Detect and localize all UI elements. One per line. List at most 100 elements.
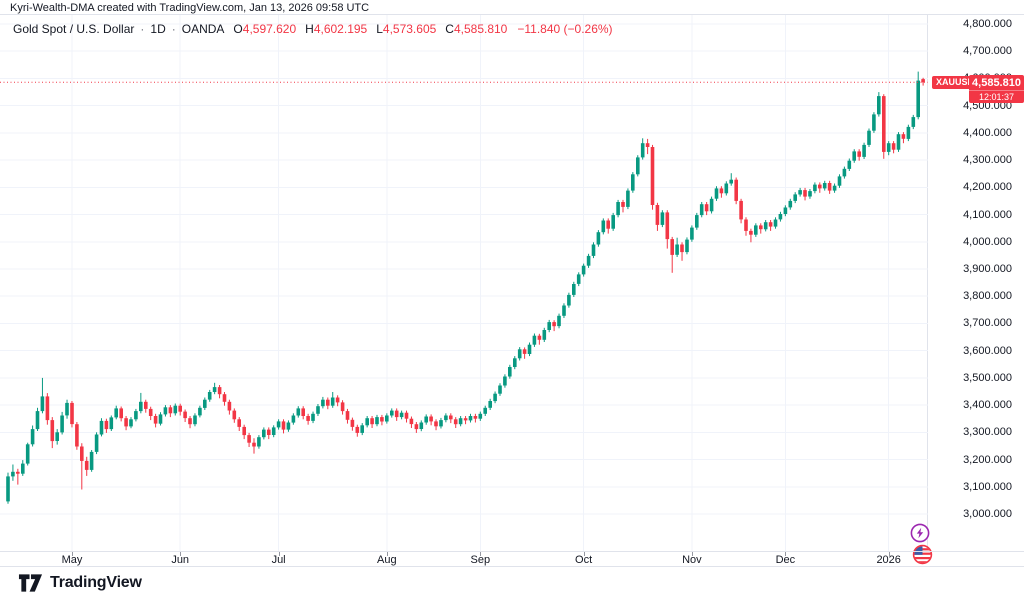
candle-body bbox=[124, 418, 128, 427]
time-tick-label: Dec bbox=[775, 554, 796, 566]
candle-body bbox=[739, 200, 743, 220]
candle-body bbox=[139, 401, 143, 412]
time-tick-label: Jun bbox=[171, 554, 190, 566]
candle-body bbox=[439, 420, 443, 427]
candle-body bbox=[508, 367, 512, 377]
price-tick-label: 3,900.000 bbox=[963, 263, 1012, 275]
change-value: −11.840 (−0.26%) bbox=[517, 22, 613, 36]
lightning-icon bbox=[910, 523, 930, 543]
candle-body bbox=[21, 463, 25, 474]
candle-body bbox=[798, 190, 802, 195]
candle-body bbox=[222, 394, 227, 402]
candle-body bbox=[690, 227, 694, 240]
candle-body bbox=[434, 421, 438, 427]
candle-body bbox=[173, 405, 178, 414]
candle-body bbox=[808, 191, 812, 197]
tradingview-logo-icon bbox=[18, 574, 43, 592]
candle-body bbox=[626, 190, 630, 207]
candle-body bbox=[330, 397, 335, 406]
candle-body bbox=[242, 426, 246, 436]
candle-body bbox=[498, 385, 502, 394]
candle-body bbox=[463, 418, 468, 421]
time-tick-label: Jul bbox=[271, 554, 286, 566]
symbol-title[interactable]: Gold Spot / U.S. Dollar bbox=[13, 22, 135, 36]
candle-body bbox=[773, 219, 778, 227]
candle-body bbox=[55, 432, 59, 441]
candle-body bbox=[65, 402, 69, 416]
candle-body bbox=[316, 406, 320, 414]
candle-body bbox=[921, 79, 925, 83]
candle-body bbox=[390, 410, 394, 416]
exchange-label[interactable]: OANDA bbox=[181, 22, 225, 36]
time-tick-mark bbox=[480, 552, 482, 556]
candle-body bbox=[267, 429, 271, 435]
candle-body bbox=[429, 416, 433, 422]
candle-body bbox=[513, 358, 517, 367]
candle-body bbox=[409, 418, 414, 425]
candle-body bbox=[296, 408, 301, 416]
attribution: Kyri-Wealth-DMA created with TradingView… bbox=[10, 2, 370, 14]
candle-body bbox=[675, 244, 679, 255]
candles[interactable] bbox=[6, 71, 925, 504]
candle-body bbox=[872, 114, 876, 131]
candle-body bbox=[778, 214, 783, 220]
candle-body bbox=[252, 442, 256, 447]
candle-body bbox=[882, 96, 886, 152]
candle-body bbox=[335, 397, 340, 403]
candle-body bbox=[650, 147, 655, 205]
candle-body bbox=[227, 401, 232, 411]
candle-body bbox=[695, 215, 699, 228]
candle-body bbox=[35, 411, 40, 430]
time-tick-mark bbox=[583, 552, 585, 556]
price-tick-label: 4,700.000 bbox=[963, 45, 1012, 58]
plot-area: Gold Spot / U.S. Dollar · 1D · OANDA O4,… bbox=[0, 14, 1024, 567]
candle-body bbox=[488, 401, 492, 408]
legend-separator: · bbox=[171, 22, 176, 36]
candle-body bbox=[837, 176, 842, 186]
candle-body bbox=[60, 415, 64, 433]
candle-body bbox=[345, 411, 350, 420]
candle-body bbox=[621, 202, 625, 207]
candle-body bbox=[16, 471, 20, 474]
candle-body bbox=[449, 415, 453, 420]
candle-body bbox=[75, 424, 79, 447]
time-tick-mark bbox=[278, 552, 280, 556]
time-axis[interactable]: May Jun Jul Aug Sep Oct Nov Dec 2026 bbox=[0, 551, 1024, 567]
interval-label[interactable]: 1D bbox=[150, 22, 166, 36]
candle-body bbox=[134, 411, 138, 420]
candle-body bbox=[724, 183, 729, 194]
tradingview-logo[interactable]: TradingView bbox=[18, 572, 142, 594]
symbol-price-tag: XAUUSD bbox=[932, 75, 979, 89]
chart-pane[interactable]: Gold Spot / U.S. Dollar · 1D · OANDA O4,… bbox=[0, 15, 933, 565]
candle-body bbox=[350, 419, 355, 427]
candle-body bbox=[759, 225, 763, 230]
candle-body bbox=[581, 265, 586, 275]
candle-body bbox=[104, 420, 109, 430]
candle-body bbox=[754, 225, 758, 235]
price-tick-label: 3,600.000 bbox=[963, 344, 1012, 357]
candle-body bbox=[281, 421, 286, 430]
candle-body bbox=[636, 157, 640, 175]
candle-body bbox=[198, 407, 202, 416]
candle-body bbox=[916, 80, 920, 118]
candle-body bbox=[193, 415, 197, 425]
candle-body bbox=[680, 244, 684, 253]
candle-body bbox=[537, 335, 542, 340]
candlestick-chart[interactable] bbox=[0, 15, 928, 551]
candle-body bbox=[458, 418, 463, 425]
candle-body bbox=[886, 143, 891, 152]
candle-body bbox=[262, 429, 266, 438]
candle-body bbox=[827, 183, 832, 191]
flag-event-icon[interactable] bbox=[912, 544, 933, 565]
candle-body bbox=[129, 419, 133, 427]
price-tick-label: 3,300.000 bbox=[963, 426, 1012, 439]
price-axis[interactable]: XAUUSD 4,585.810 12:01:37 4,800.000 4,700… bbox=[929, 15, 1024, 551]
candle-body bbox=[119, 408, 123, 419]
candle-body bbox=[891, 143, 896, 150]
candle-body bbox=[699, 204, 704, 216]
ohlc-open: O4,597.620 bbox=[233, 22, 297, 36]
lightning-event-icon[interactable] bbox=[910, 523, 930, 543]
time-tick-mark bbox=[180, 552, 182, 556]
candle-body bbox=[50, 420, 55, 442]
